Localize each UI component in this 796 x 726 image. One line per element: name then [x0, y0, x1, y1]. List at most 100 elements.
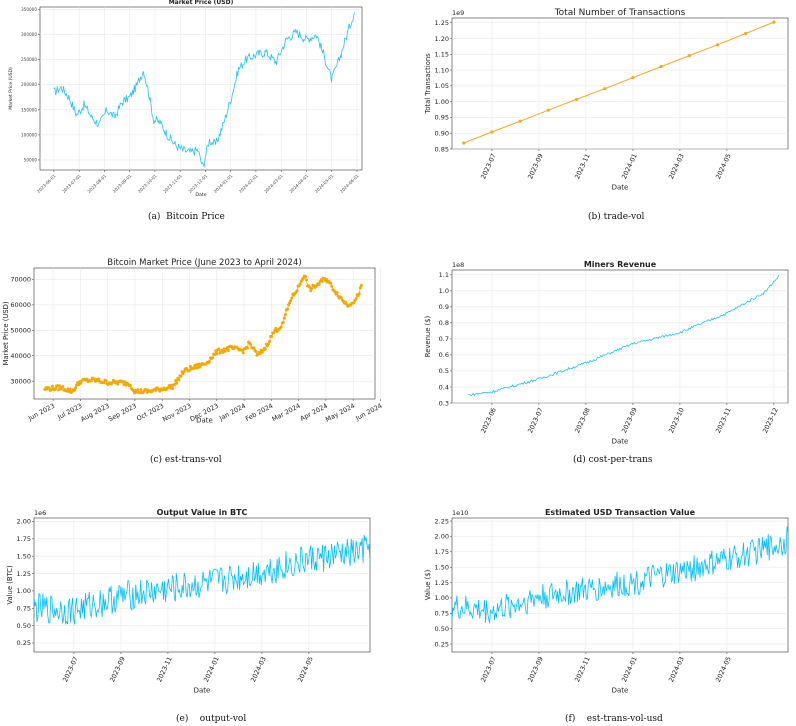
x-tick-label: 2024-04-01 — [288, 173, 309, 194]
data-point — [110, 381, 114, 385]
y-tick-label: 0.95 — [435, 114, 449, 122]
x-tick-label: 2023-11-01 — [162, 173, 183, 194]
x-tick-label: Jun 2023 — [26, 402, 56, 423]
chart-title-c: Bitcoin Market Price (June 2023 to April… — [107, 258, 301, 268]
caption-c: (c) est-trans-vol — [150, 455, 222, 465]
data-point — [339, 296, 343, 300]
x-axis-label-d: Date — [612, 437, 629, 445]
x-tick-label: 2023-09 — [108, 655, 127, 683]
x-axis-label-b: Date — [612, 183, 629, 191]
chart-title-f: Estimated USD Transaction Value — [545, 508, 696, 517]
caption-f: (f) est-trans-vol-usd — [565, 714, 663, 724]
data-point — [104, 379, 108, 383]
x-tick-label: 2024-03 — [667, 655, 686, 683]
series-d — [468, 275, 779, 397]
y-axis-label-c: Market Price (USD) — [2, 301, 10, 365]
x-tick-label: 2024-01 — [620, 655, 639, 683]
data-point — [772, 20, 776, 24]
x-tick-label: May 2024 — [324, 402, 356, 424]
caption-a: (a) Bitcoin Price — [148, 212, 225, 222]
data-point — [207, 359, 211, 363]
x-tick-label: 2023-07 — [479, 655, 498, 683]
x-tick-label: 2023-11 — [155, 655, 174, 683]
x-tick-label: Mar 2024 — [271, 402, 302, 424]
series-a — [53, 12, 355, 169]
data-point — [274, 326, 278, 330]
x-tick-label: Jul 2023 — [55, 402, 83, 422]
data-point — [462, 141, 466, 145]
y-tick-label: 2.00 — [435, 533, 449, 541]
data-point — [66, 387, 70, 391]
chart-title-d: Miners Revenue — [584, 260, 657, 269]
data-point — [58, 384, 62, 388]
x-tick-label: Jan 2024 — [217, 402, 247, 423]
data-point — [320, 279, 324, 283]
y-tick-label: 0.90 — [435, 129, 449, 137]
x-tick-label: 2024-05-01 — [314, 173, 335, 194]
y-tick-label: 0.75 — [17, 605, 31, 613]
y-tick-label: 300000 — [21, 32, 37, 37]
data-point — [295, 289, 299, 293]
y-axis-label-a: Market Price (USD) — [8, 67, 14, 110]
x-tick-label: 2023-06 — [479, 406, 498, 434]
chart-title-b: Total Number of Transactions — [554, 8, 686, 18]
y-axis-label-b: Total Transactions — [424, 53, 432, 115]
data-point — [282, 316, 286, 320]
data-point — [174, 379, 178, 383]
y-axis-label-e: Value (BTC) — [6, 565, 14, 605]
x-tick-label: Oct 2023 — [135, 402, 165, 423]
y-tick-label: 1.25 — [435, 579, 449, 587]
chart-title-e: Output Value in BTC — [157, 508, 248, 517]
series-b — [462, 20, 776, 145]
y-multiplier-f: 1e10 — [452, 509, 468, 517]
data-point — [272, 331, 276, 335]
y-ticks-d: 0.3 0.4 0.5 0.6 0.7 0.8 0.9 1.0 1.1 — [439, 271, 788, 407]
data-point — [270, 334, 274, 338]
y-tick-label: 2.00 — [17, 518, 31, 526]
data-point — [330, 284, 334, 288]
y-multiplier-d: 1e8 — [452, 261, 464, 269]
y-tick-label: 250000 — [21, 57, 37, 62]
x-tick-label: 2023-07-01 — [61, 173, 82, 194]
y-tick-label: 50000 — [24, 157, 38, 162]
data-point — [177, 378, 181, 382]
y-tick-label: 0.6 — [439, 351, 449, 359]
data-point — [154, 388, 158, 392]
y-axis-label-f: Value ($) — [424, 569, 432, 600]
x-tick-label: 2024-03-01 — [263, 173, 284, 194]
chart-c: 30000 40000 50000 60000 70000 Jun 2023 Jul 202… — [2, 258, 384, 424]
data-point — [215, 352, 219, 356]
y-ticks-f: 0.25 0.50 0.75 1.00 1.25 1.50 1.75 2.00 2.25 — [435, 517, 788, 648]
data-point — [659, 65, 663, 69]
x-tick-label: 2023-09 — [526, 655, 545, 683]
x-tick-label: 2023-11 — [573, 152, 592, 180]
x-tick-label: 2024-01 — [202, 655, 221, 683]
data-point — [158, 389, 162, 393]
x-tick-label: 2023-09 — [620, 406, 639, 434]
y-axis-label-d: Revenue ($) — [424, 315, 432, 357]
y-tick-label: 0.3 — [439, 399, 449, 407]
y-multiplier-e: 1e6 — [34, 509, 46, 517]
x-tick-label: Feb 2024 — [244, 402, 274, 423]
data-point — [305, 278, 309, 282]
x-tick-label: 2024-05 — [714, 152, 733, 180]
x-tick-label: 2024-05 — [296, 655, 315, 683]
y-tick-label: 200000 — [21, 82, 37, 87]
y-tick-label: 100000 — [21, 132, 37, 137]
data-point — [249, 342, 253, 346]
data-point — [303, 275, 307, 279]
x-tick-label: 2023-09-01 — [112, 173, 133, 194]
data-point — [289, 299, 293, 303]
x-tick-label: Sep 2023 — [107, 402, 138, 424]
data-point — [245, 346, 249, 350]
data-point — [286, 307, 290, 311]
data-point — [687, 53, 691, 58]
y-tick-label: 1.00 — [17, 587, 31, 595]
y-ticks-a: 50000 100000 150000 200000 250000 300000 35000… — [21, 7, 362, 162]
y-tick-label: 1.50 — [17, 552, 31, 560]
data-point — [603, 87, 607, 91]
y-tick-label: 1.15 — [435, 51, 449, 59]
plot-frame-b — [451, 17, 789, 150]
data-point — [115, 380, 119, 384]
